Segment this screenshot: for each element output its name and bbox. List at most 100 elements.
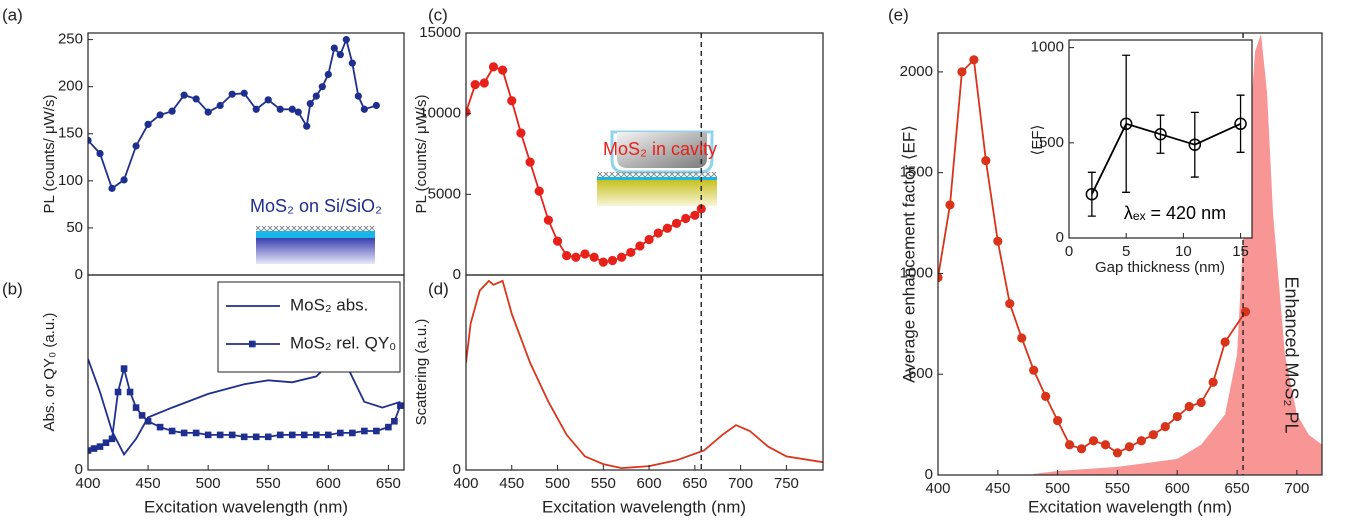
x-tick-label: 600 xyxy=(1165,480,1190,497)
point xyxy=(1119,117,1133,131)
x-axis-label: Gap thickness (nm) xyxy=(1095,259,1225,276)
point xyxy=(252,105,260,113)
axes-frame xyxy=(937,32,1323,476)
legend-marker xyxy=(249,340,256,348)
line xyxy=(466,279,823,470)
point xyxy=(132,142,140,150)
legend-label: MoS₂ abs. xyxy=(290,295,368,314)
point xyxy=(1100,440,1111,450)
y-tick-label: 100 xyxy=(58,172,83,189)
point xyxy=(348,59,356,67)
point xyxy=(681,213,691,224)
point xyxy=(397,402,404,409)
point xyxy=(192,429,200,437)
error-bar xyxy=(1087,171,1096,217)
point xyxy=(534,186,544,196)
x-tick-label: 600 xyxy=(637,475,662,492)
x-tick-label: 650 xyxy=(376,475,401,492)
point xyxy=(571,252,581,262)
point xyxy=(543,215,553,225)
point xyxy=(90,445,98,452)
x-tick-label: 700 xyxy=(1284,480,1309,497)
annotation: MoS₂ on Si/SiO₂ xyxy=(250,196,382,216)
substrate-illustration xyxy=(256,226,375,264)
point xyxy=(598,257,608,267)
y-tick-label: 0 xyxy=(453,266,461,283)
plot-area xyxy=(1085,54,1247,217)
point xyxy=(516,128,526,138)
point xyxy=(102,439,110,446)
point xyxy=(562,251,572,261)
point xyxy=(312,431,320,439)
line xyxy=(88,357,401,457)
point xyxy=(938,272,943,283)
point xyxy=(1112,448,1123,458)
point xyxy=(156,111,164,119)
y-tick-label: 1000 xyxy=(1031,39,1064,56)
plot-area xyxy=(88,357,404,457)
point xyxy=(1064,440,1075,450)
y-axis-label: ⟨EF⟩ xyxy=(1029,125,1046,156)
x-tick-label: 650 xyxy=(1225,480,1250,497)
point xyxy=(168,107,176,115)
y-tick-label: 250 xyxy=(58,31,83,48)
point xyxy=(108,184,116,192)
x-tick-label: 500 xyxy=(196,475,221,492)
point xyxy=(318,83,326,91)
point xyxy=(144,120,152,128)
point xyxy=(288,431,296,439)
x-tick-label: 400 xyxy=(453,475,478,492)
x-tick-label: 5 xyxy=(1122,243,1130,260)
point xyxy=(373,427,380,435)
x-tick-label: 550 xyxy=(256,475,281,492)
legend-label: MoS₂ rel. QY₀ xyxy=(290,333,396,352)
line xyxy=(88,36,377,190)
annotation: MoS₂ in cavity xyxy=(603,139,717,159)
point xyxy=(276,105,284,113)
y-tick-label: 2000 xyxy=(900,63,933,80)
point xyxy=(671,218,682,228)
point xyxy=(507,96,517,106)
point xyxy=(1017,333,1027,343)
point xyxy=(120,365,128,372)
legend-box xyxy=(217,281,401,373)
point xyxy=(288,105,296,113)
x-tick-label: 0 xyxy=(1065,243,1073,260)
x-tick-label: 550 xyxy=(1105,480,1130,497)
y-tick-label: 0 xyxy=(1056,229,1064,246)
point xyxy=(156,423,164,431)
y-tick-label: 1000 xyxy=(900,264,933,281)
x-tick-label: 700 xyxy=(728,475,753,492)
point xyxy=(138,412,146,419)
point xyxy=(1029,365,1039,375)
panel-label: (e) xyxy=(888,5,909,24)
point xyxy=(96,443,104,450)
point xyxy=(607,255,618,266)
point xyxy=(337,429,344,437)
point xyxy=(303,122,311,130)
point xyxy=(240,433,248,441)
point xyxy=(662,223,672,233)
point xyxy=(479,78,489,88)
point xyxy=(1085,187,1099,201)
point xyxy=(204,431,212,439)
y-tick-label: 1500 xyxy=(900,164,933,181)
point xyxy=(498,65,508,75)
x-tick-label: 550 xyxy=(591,475,616,492)
point xyxy=(644,234,654,245)
point xyxy=(1184,401,1194,412)
error-bar xyxy=(1190,111,1199,178)
point xyxy=(1240,307,1251,317)
point xyxy=(330,44,338,52)
point xyxy=(96,149,104,158)
x-tick-label: 450 xyxy=(499,475,524,492)
point xyxy=(216,431,224,439)
y-tick-label: 500 xyxy=(1039,134,1064,151)
annotation: λₑₓ = 420 nm xyxy=(1124,203,1226,223)
x-tick-label: 500 xyxy=(545,475,570,492)
point xyxy=(300,431,308,439)
point xyxy=(993,236,1003,246)
y-tick-label: 150 xyxy=(58,125,83,142)
plot-area xyxy=(466,279,823,470)
point xyxy=(1041,391,1051,401)
